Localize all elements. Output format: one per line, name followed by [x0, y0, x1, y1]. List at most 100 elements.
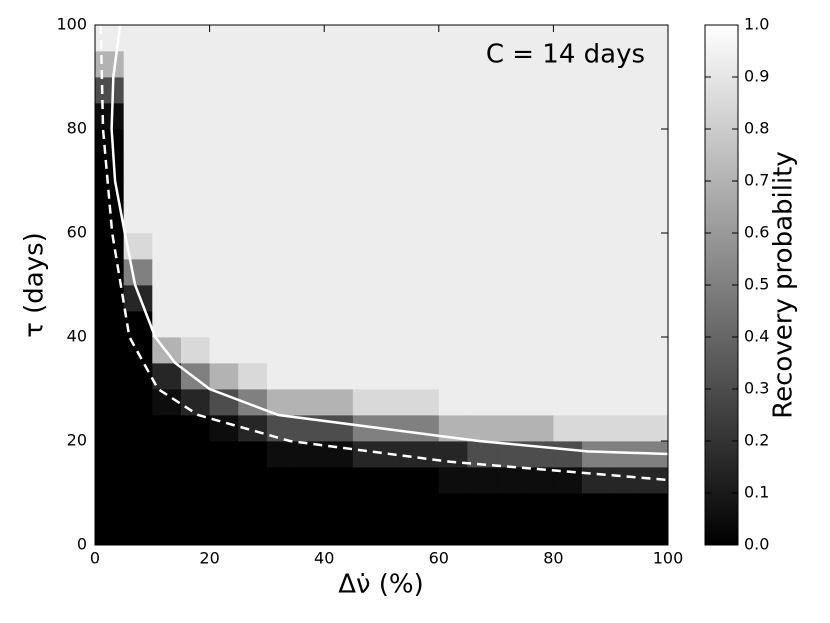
heatmap-cell	[295, 51, 325, 78]
heatmap-cell	[410, 415, 440, 442]
heatmap-cell	[95, 493, 125, 520]
heatmap-cell	[467, 181, 497, 208]
heatmap-cell	[209, 337, 239, 364]
heatmap-cell	[639, 285, 669, 312]
annotation: C = 14 days	[486, 40, 645, 70]
heatmap-cell	[639, 259, 669, 286]
heatmap-cell	[438, 337, 468, 364]
heatmap-cell	[152, 311, 182, 338]
heatmap-cell	[324, 337, 354, 364]
heatmap-cell	[467, 311, 497, 338]
heatmap-cell	[123, 337, 153, 364]
heatmap-cell	[266, 467, 296, 494]
heatmap-cell	[496, 415, 526, 442]
heatmap-cell	[238, 233, 268, 260]
heatmap-cell	[295, 233, 325, 260]
heatmap-cell	[266, 77, 296, 104]
heatmap-cell	[180, 415, 210, 442]
heatmap-cell	[180, 233, 210, 260]
heatmap-cell	[95, 415, 125, 442]
heatmap-cell	[123, 77, 153, 104]
heatmap-cell	[324, 519, 354, 546]
heatmap-cell	[123, 207, 153, 234]
heatmap-cell	[295, 285, 325, 312]
heatmap-cell	[438, 155, 468, 182]
heatmap-cell	[496, 155, 526, 182]
heatmap-cell	[438, 259, 468, 286]
heatmap-cell	[582, 129, 612, 156]
heatmap-cell	[524, 259, 554, 286]
heatmap-cell	[582, 337, 612, 364]
heatmap-cell	[553, 441, 583, 468]
heatmap-cell	[410, 285, 440, 312]
heatmap-cell	[410, 493, 440, 520]
heatmap-cell	[180, 103, 210, 130]
heatmap-cell	[180, 25, 210, 52]
heatmap-cell	[553, 25, 583, 52]
heatmap-cell	[524, 129, 554, 156]
x-tick-label: 80	[543, 549, 563, 568]
heatmap-cell	[410, 51, 440, 78]
heatmap-cell	[438, 389, 468, 416]
heatmap-cell	[209, 311, 239, 338]
heatmap-cell	[438, 467, 468, 494]
x-axis-label: Δν̇ (%)	[338, 570, 424, 600]
colorbar-tick-label: 0.3	[744, 379, 769, 398]
heatmap-cell	[295, 311, 325, 338]
heatmap-cell	[238, 181, 268, 208]
heatmap-cell	[209, 233, 239, 260]
heatmap-cell	[266, 181, 296, 208]
heatmap-cell	[266, 363, 296, 390]
heatmap-cell	[467, 259, 497, 286]
heatmap-cell	[410, 467, 440, 494]
heatmap-cell	[352, 363, 382, 390]
heatmap-cell	[238, 51, 268, 78]
heatmap-cell	[639, 519, 669, 546]
heatmap-cell	[639, 25, 669, 52]
heatmap-cell	[180, 311, 210, 338]
heatmap-cell	[524, 337, 554, 364]
heatmap-cell	[467, 207, 497, 234]
heatmap-cell	[553, 103, 583, 130]
heatmap-cell	[553, 233, 583, 260]
heatmap-cell	[209, 181, 239, 208]
heatmap-cell	[123, 129, 153, 156]
heatmap-cell	[295, 259, 325, 286]
heatmap-cell	[524, 311, 554, 338]
heatmap-cell	[266, 103, 296, 130]
heatmap-cell	[582, 467, 612, 494]
heatmap-cell	[381, 467, 411, 494]
heatmap-cell	[496, 207, 526, 234]
heatmap-cell	[209, 155, 239, 182]
heatmap-cell	[266, 129, 296, 156]
heatmap-cell	[639, 233, 669, 260]
heatmap-cell	[324, 389, 354, 416]
heatmap-cell	[152, 77, 182, 104]
heatmap-cell	[209, 441, 239, 468]
heatmap-cell	[123, 51, 153, 78]
heatmap-cell	[95, 51, 125, 78]
heatmap-cell	[95, 103, 125, 130]
heatmap-cell	[553, 337, 583, 364]
heatmap-cell	[180, 51, 210, 78]
heatmap-cell	[266, 233, 296, 260]
heatmap-cell	[324, 259, 354, 286]
heatmap-cell	[467, 467, 497, 494]
heatmap-cell	[639, 493, 669, 520]
heatmap-cell	[639, 103, 669, 130]
heatmap-cell	[524, 285, 554, 312]
heatmap-cell	[467, 25, 497, 52]
heatmap-cell	[639, 337, 669, 364]
heatmap-cell	[639, 51, 669, 78]
heatmap-cell	[496, 77, 526, 104]
heatmap-cell	[410, 363, 440, 390]
heatmap-cell	[553, 519, 583, 546]
heatmap-cell	[295, 207, 325, 234]
heatmap-cell	[410, 77, 440, 104]
heatmap-cell	[524, 51, 554, 78]
colorbar-tick-label: 0.4	[744, 327, 769, 346]
plot-frame	[94, 24, 669, 546]
heatmap-cell	[438, 129, 468, 156]
heatmap-cell	[324, 363, 354, 390]
